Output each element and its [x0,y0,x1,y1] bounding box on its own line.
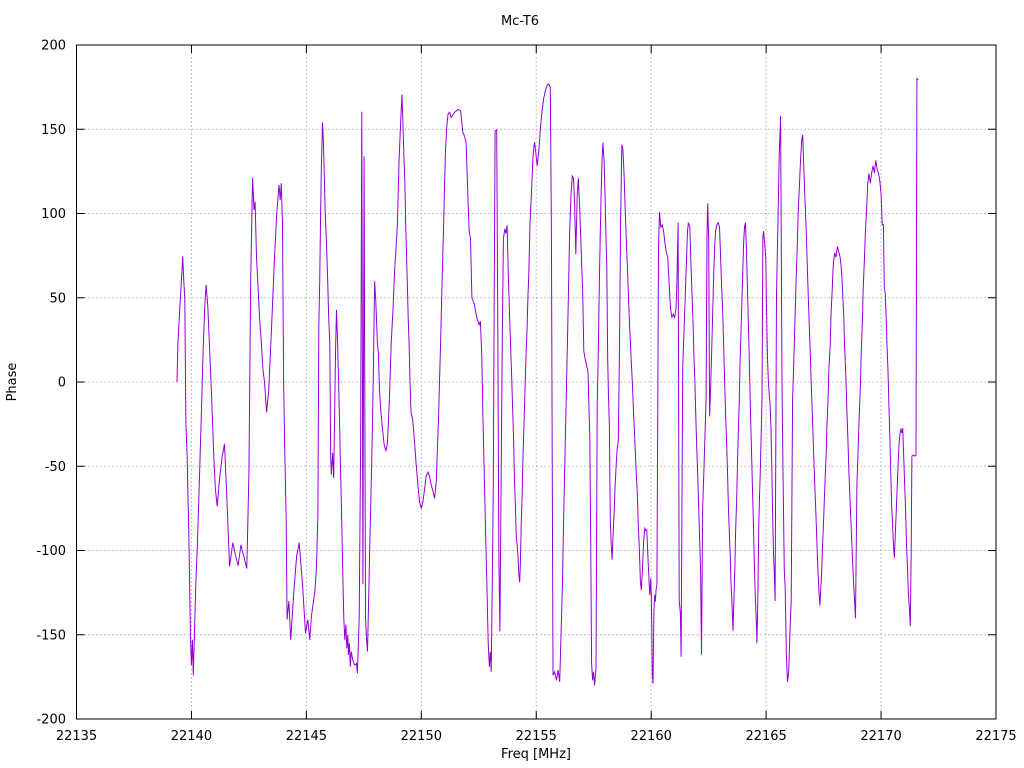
y-tick-label: 100 [41,207,66,222]
x-tick-label: 22135 [56,729,97,744]
x-tick-label: 22170 [860,729,901,744]
y-axis-label: Phase [5,363,20,402]
y-tick-label: 200 [41,39,66,54]
x-tick-label: 22140 [171,729,212,744]
x-tick-label: 22155 [516,729,557,744]
chart-title: Mc-T6 [501,14,539,29]
data-line-phase [176,77,919,686]
x-axis-label: Freq [MHz] [501,747,571,762]
x-tick-label: 22165 [745,729,786,744]
y-tick-label: -50 [45,460,66,475]
tick-label-layer: 22135 22140 22145 22150 22155 22160 22165 22170… [36,39,1016,745]
x-tick-label: 22150 [401,729,442,744]
grid-layer [76,45,996,719]
y-tick-label: 150 [41,123,66,138]
y-tick-label: -150 [36,628,66,643]
series-layer [176,77,919,686]
y-tick-label: -100 [36,544,66,559]
x-tick-label: 22145 [286,729,327,744]
x-tick-label: 22160 [631,729,672,744]
y-tick-label: 0 [58,376,66,391]
y-tick-label: 50 [49,291,66,306]
x-tick-label: 22175 [975,729,1016,744]
y-tick-label: -200 [36,713,66,728]
tick-layer [76,44,997,720]
